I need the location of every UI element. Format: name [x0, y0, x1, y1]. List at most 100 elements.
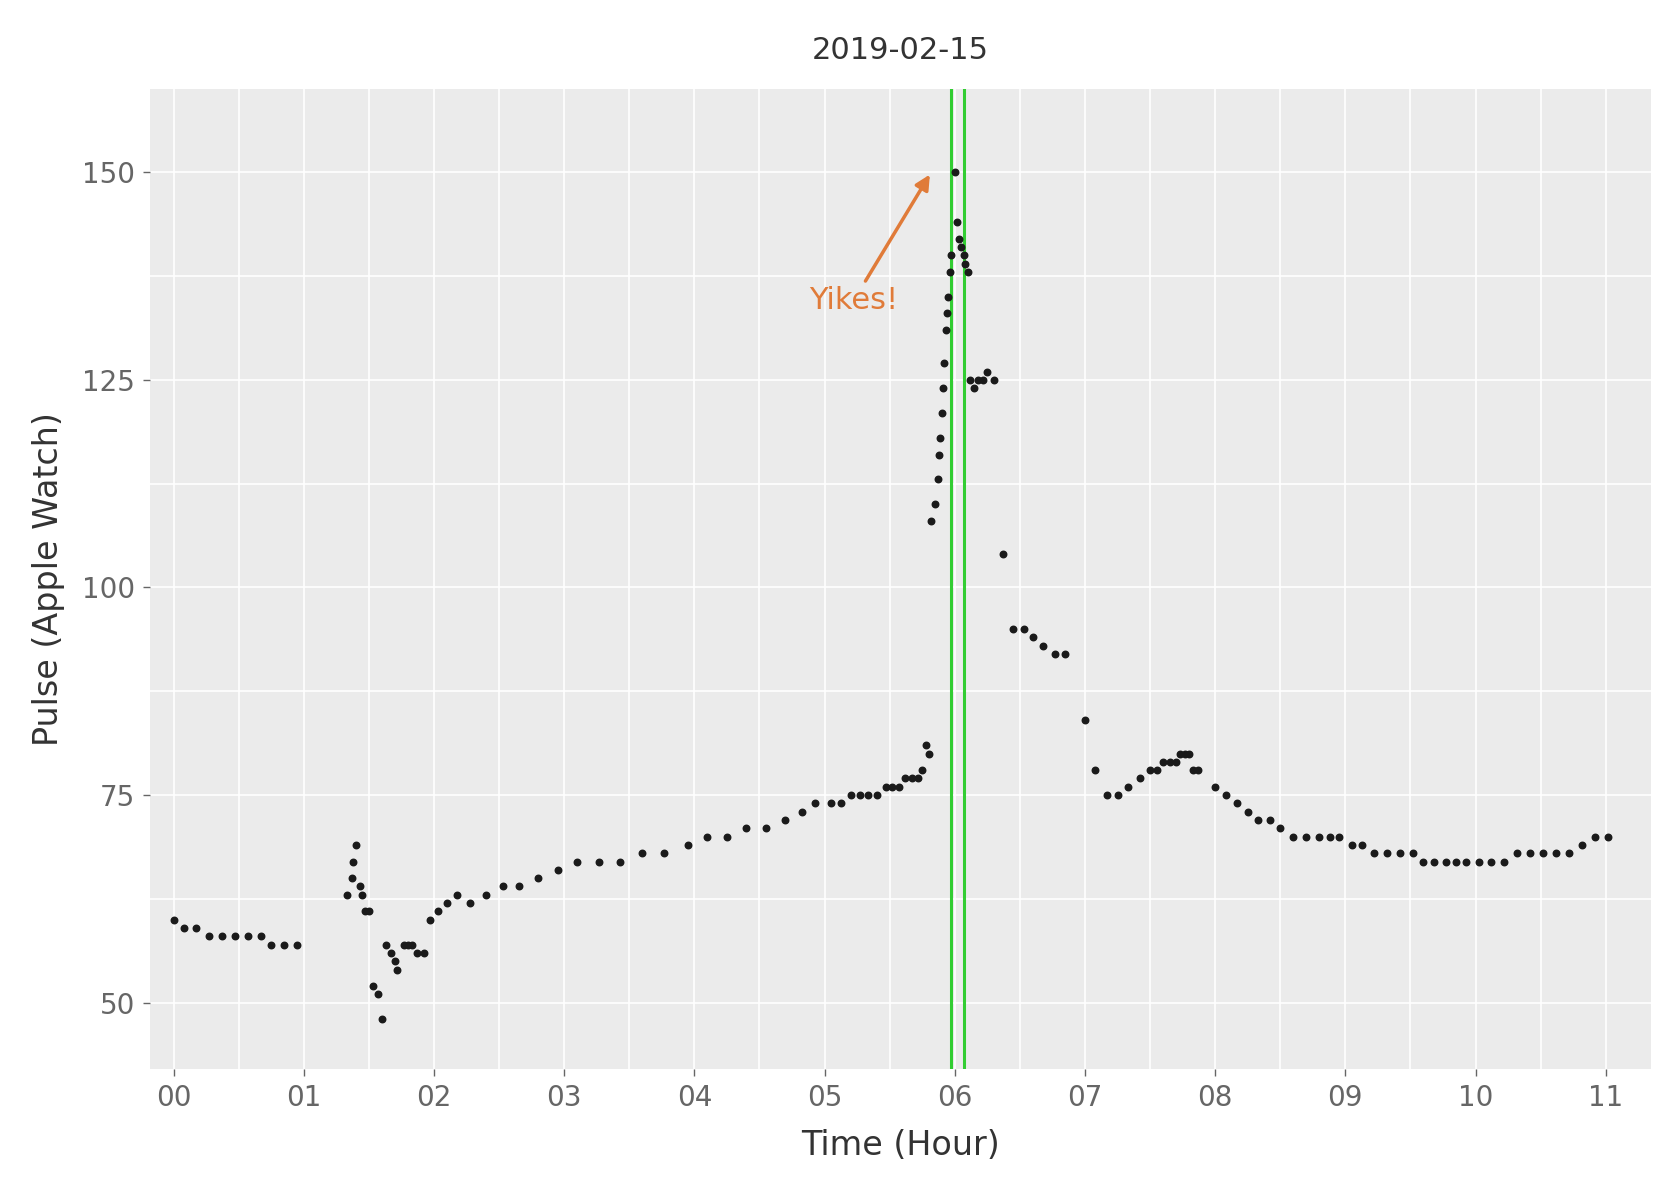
Point [1104, 785, 1131, 804]
Point [1293, 827, 1319, 846]
X-axis label: Time (Hour): Time (Hour) [801, 1129, 1001, 1162]
Point [270, 935, 297, 954]
Point [544, 860, 570, 879]
Point [1505, 843, 1531, 862]
Point [734, 819, 761, 838]
Point [872, 777, 899, 796]
Point [399, 935, 425, 954]
Point [879, 777, 906, 796]
Point [951, 246, 977, 265]
Point [425, 902, 452, 921]
Point [1279, 827, 1306, 846]
Point [932, 321, 959, 340]
Point [934, 304, 961, 323]
Point [752, 819, 779, 838]
Point [235, 927, 262, 946]
Point [195, 927, 222, 946]
Point [404, 943, 430, 962]
Point [1184, 760, 1211, 779]
Point [937, 246, 964, 265]
Point [916, 744, 942, 763]
Y-axis label: Pulse (Apple Watch): Pulse (Apple Watch) [32, 412, 65, 746]
Point [395, 935, 422, 954]
Point [434, 893, 460, 912]
Point [954, 263, 981, 282]
Point [1306, 827, 1333, 846]
Point [1374, 843, 1401, 862]
Point [974, 362, 1001, 381]
Point [490, 877, 517, 896]
Point [961, 379, 987, 398]
Point [284, 935, 310, 954]
Point [906, 769, 932, 788]
Point [944, 213, 971, 232]
Point [909, 760, 936, 779]
Point [1019, 627, 1046, 646]
Point [989, 545, 1016, 564]
Point [1163, 752, 1189, 771]
Point [1041, 644, 1068, 663]
Point [1478, 852, 1505, 871]
Point [410, 943, 437, 962]
Point [927, 429, 954, 448]
Point [931, 354, 957, 373]
Point [1244, 810, 1271, 829]
Point [372, 935, 399, 954]
Point [772, 810, 799, 829]
Point [339, 868, 365, 887]
Point [1053, 644, 1079, 663]
Point [1166, 744, 1193, 763]
Point [1213, 785, 1239, 804]
Point [365, 985, 392, 1004]
Point [1386, 843, 1413, 862]
Point [222, 927, 249, 946]
Point [864, 785, 891, 804]
Point [1326, 827, 1353, 846]
Point [789, 802, 816, 821]
Point [892, 769, 919, 788]
Point [1443, 852, 1470, 871]
Point [1224, 794, 1251, 813]
Point [1349, 835, 1376, 854]
Text: Yikes!: Yikes! [809, 178, 927, 315]
Point [971, 371, 997, 390]
Point [694, 827, 721, 846]
Point [355, 902, 382, 921]
Point [259, 935, 285, 954]
Point [352, 902, 379, 921]
Point [1338, 835, 1364, 854]
Point [1094, 785, 1121, 804]
Point [926, 446, 952, 465]
Point [912, 735, 939, 754]
Point [1433, 852, 1460, 871]
Point [674, 835, 701, 854]
Point [340, 852, 367, 871]
Point [934, 287, 961, 307]
Point [208, 927, 235, 946]
Point [929, 404, 956, 423]
Point [349, 885, 375, 904]
Point [1011, 619, 1037, 638]
Point [941, 163, 967, 182]
Point [899, 769, 926, 788]
Point [946, 229, 972, 248]
Point [1173, 744, 1199, 763]
Point [1516, 843, 1543, 862]
Point [854, 785, 881, 804]
Point [472, 885, 499, 904]
Point [1234, 802, 1261, 821]
Point [981, 371, 1007, 390]
Point [1543, 843, 1570, 862]
Point [160, 910, 187, 929]
Point [1409, 852, 1436, 871]
Point [1149, 752, 1176, 771]
Point [1316, 827, 1343, 846]
Point [1530, 843, 1556, 862]
Point [369, 1010, 395, 1029]
Point [1453, 852, 1480, 871]
Point [846, 785, 872, 804]
Point [1176, 744, 1203, 763]
Point [827, 794, 854, 813]
Point [936, 263, 962, 282]
Point [964, 371, 991, 390]
